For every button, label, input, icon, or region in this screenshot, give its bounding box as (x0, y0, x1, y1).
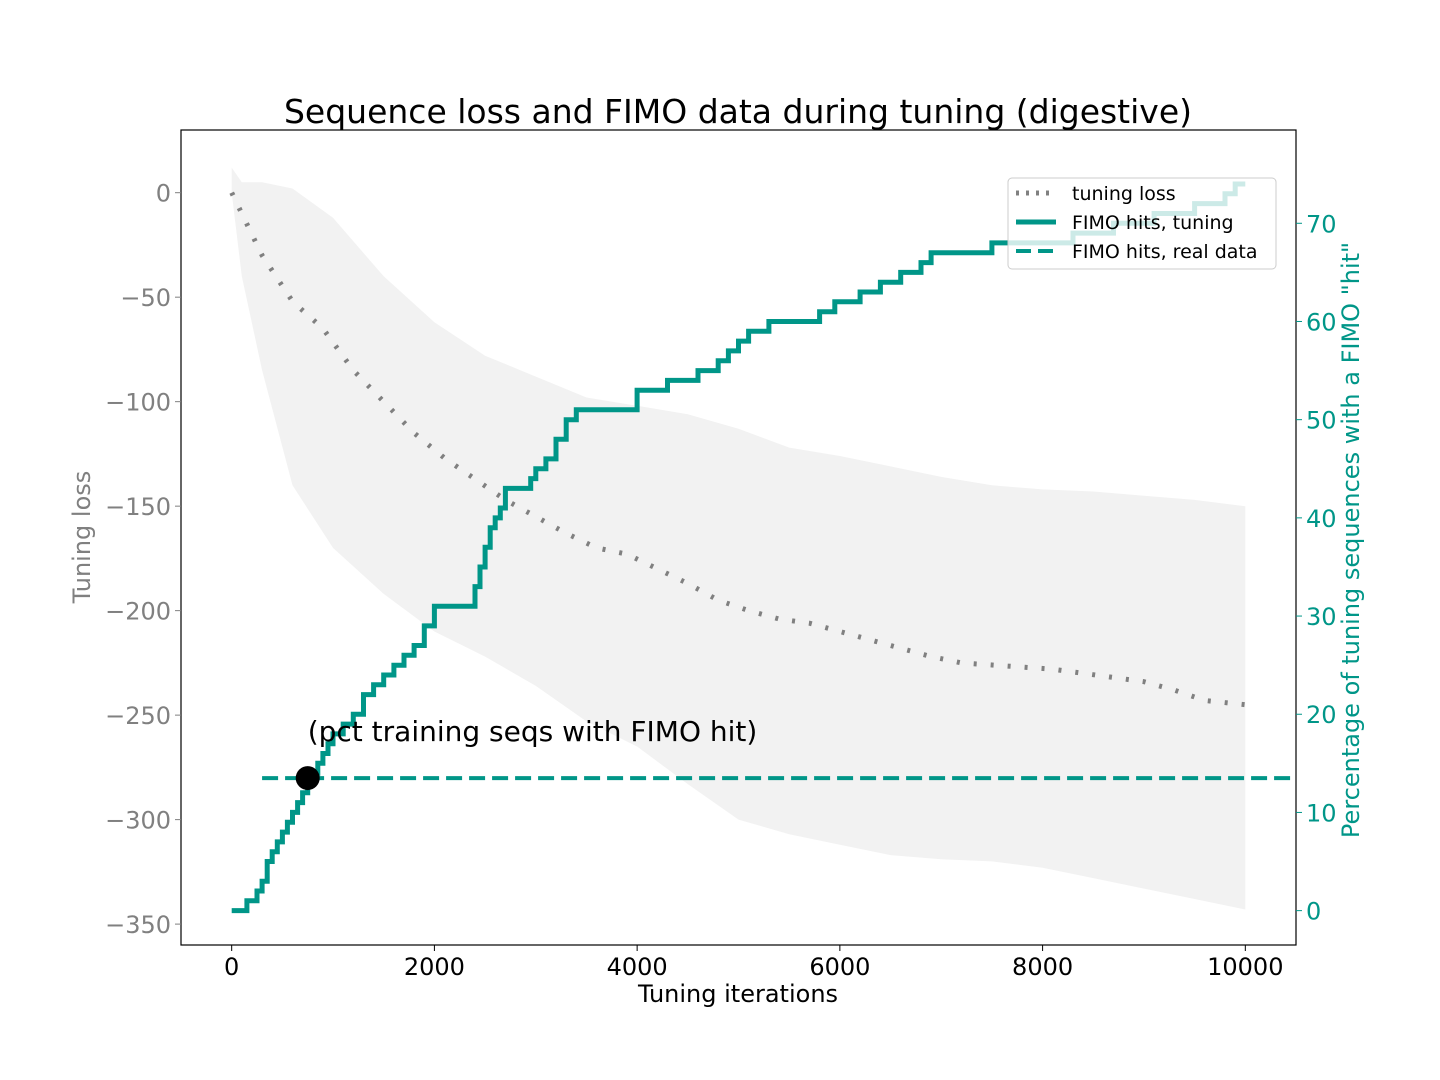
y-left-tick-label: −350 (105, 911, 171, 939)
legend-label-tuning-loss: tuning loss (1072, 183, 1176, 205)
annotation-marker (295, 766, 320, 791)
y-right-tick-label: 20 (1306, 701, 1337, 729)
annotation-text: (pct training seqs with FIMO hit) (308, 715, 758, 748)
y-right-tick-label: 10 (1306, 799, 1337, 827)
y-right-tick-label: 30 (1306, 603, 1337, 631)
y-right-tick-label: 50 (1306, 407, 1337, 435)
y-right-tick-label: 0 (1306, 898, 1321, 926)
y-left-tick-label: 0 (156, 180, 171, 208)
y-axis-left-label: Tuning loss (68, 471, 96, 605)
y-right-tick-label: 40 (1306, 505, 1337, 533)
legend-label-fimo-tuning: FIMO hits, tuning (1072, 212, 1234, 234)
y-right-tick-label: 70 (1306, 210, 1337, 238)
legend: tuning loss FIMO hits, tuning FIMO hits,… (1007, 177, 1277, 270)
x-tick-label: 10000 (1207, 953, 1283, 981)
y-left-tick-label: −300 (105, 807, 171, 835)
plot-frame (180, 129, 1297, 946)
y-axis-right: 0 10 20 30 40 50 60 70 (1296, 210, 1337, 926)
x-axis-label: Tuning iterations (637, 980, 838, 1008)
y-left-tick-label: −150 (105, 493, 171, 521)
y-left-tick-label: −200 (105, 598, 171, 626)
x-tick-label: 4000 (607, 953, 668, 981)
y-right-tick-label: 60 (1306, 308, 1337, 336)
loss-variance-band (231, 167, 1246, 910)
y-axis-left: 0 −50 −100 −150 −200 −250 −300 −350 (105, 180, 181, 939)
x-tick-label: 0 (224, 953, 239, 981)
legend-box (1007, 177, 1277, 270)
x-tick-label: 8000 (1012, 953, 1073, 981)
y-left-tick-label: −250 (105, 702, 171, 730)
chart-title: Sequence loss and FIMO data during tunin… (284, 92, 1192, 131)
loss-band-area (231, 167, 1246, 910)
annotation-group: (pct training seqs with FIMO hit) (295, 715, 758, 791)
y-left-tick-label: −50 (120, 284, 171, 312)
y-left-tick-label: −100 (105, 389, 171, 417)
x-axis: 0 2000 4000 6000 8000 10000 (224, 945, 1283, 981)
x-tick-label: 6000 (809, 953, 870, 981)
legend-label-fimo-real: FIMO hits, real data (1072, 241, 1258, 263)
x-tick-label: 2000 (404, 953, 465, 981)
y-axis-right-label: Percentage of tuning sequences with a FI… (1337, 242, 1365, 838)
